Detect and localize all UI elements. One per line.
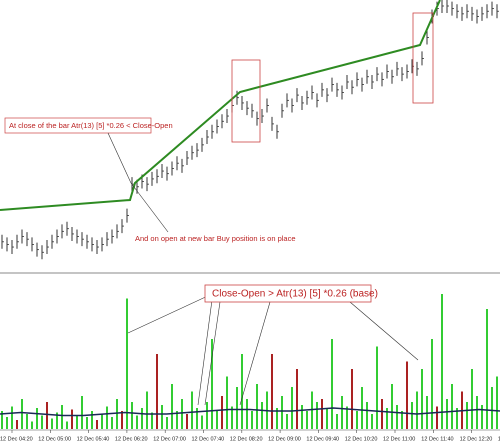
x-tick-label: 12 Dec 06:20 [115, 436, 148, 442]
x-tick-label: 12 Dec 07:00 [153, 436, 186, 442]
annotation-box [204, 284, 372, 303]
atr-line [0, 407, 500, 417]
x-tick-label: 12 Dec 13:00 [498, 436, 500, 442]
pointer [239, 301, 271, 406]
x-tick-label: 12 Dec 11:40 [421, 436, 453, 442]
x-tick-label: 12 Dec 09:40 [306, 436, 339, 442]
x-tick-label: 12 Dec 10:20 [345, 436, 378, 442]
histogram-panel [0, 294, 500, 429]
trend-line [0, 0, 441, 211]
annotation: At close of the bar Atr(13) [5] *0.26 < … [9, 121, 173, 130]
pointer [107, 132, 132, 184]
highlight-box [412, 12, 434, 104]
pointer [349, 301, 419, 361]
x-tick-label: 12 Dec 07:40 [192, 436, 225, 442]
pointer [197, 299, 213, 406]
price-panel [1, 0, 499, 260]
pointer [204, 301, 221, 406]
x-tick-label: 12 Dec 08:20 [230, 436, 263, 442]
annotation: And on open at new bar Buy position is o… [135, 234, 296, 243]
pointer [127, 293, 213, 334]
pointer [130, 182, 169, 233]
x-tick-label: 12 Dec 11:00 [383, 436, 415, 442]
highlight-box [231, 59, 261, 143]
annotation: Close-Open > Atr(13) [5] *0.26 (base) [212, 289, 378, 300]
annotation-box [4, 117, 152, 134]
x-tick-label: 12 Dec 09:00 [268, 436, 301, 442]
x-tick-label: 12 Dec 12:20 [460, 436, 493, 442]
x-tick-label: 12 Dec 05:00 [38, 436, 71, 442]
x-tick-label: 12 Dec 04:20 [0, 436, 33, 442]
x-tick-label: 12 Dec 05:40 [77, 436, 110, 442]
